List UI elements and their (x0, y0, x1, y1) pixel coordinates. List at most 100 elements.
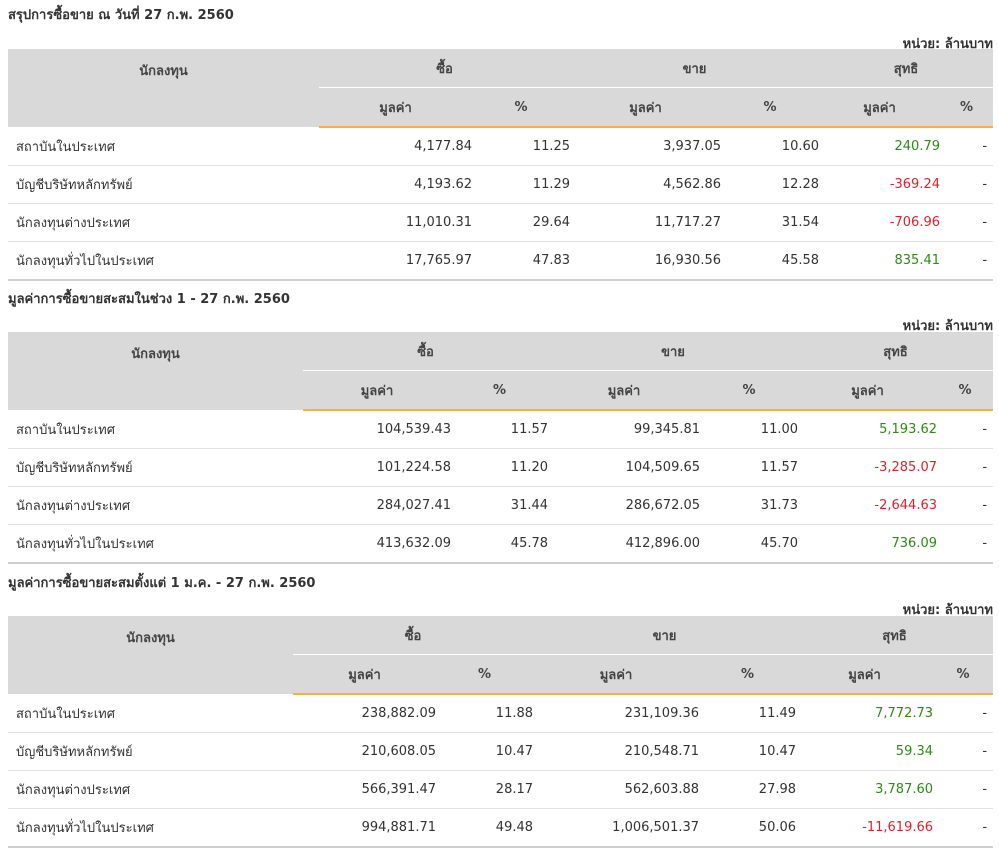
net-percent: - (940, 127, 994, 166)
net-percent: - (933, 770, 994, 809)
buy-value: 17,765.97 (319, 241, 472, 281)
net-header: สุทธิ (819, 49, 994, 88)
net-percent-header: % (933, 654, 994, 695)
sell-value: 99,345.81 (548, 410, 701, 449)
sell-value-header: มูลค่า (533, 654, 700, 695)
buy-percent: 11.20 (451, 448, 549, 487)
buy-value: 566,391.47 (293, 770, 436, 809)
table-row: บัญชีบริษัทหลักทรัพย์ 4,193.62 11.29 4,5… (8, 165, 994, 204)
table-row: บัญชีบริษัทหลักทรัพย์ 101,224.58 11.20 1… (8, 448, 994, 487)
unit-label: หน่วย: ล้านบาท (902, 37, 993, 52)
net-value: 5,193.62 (798, 410, 938, 449)
investor-name: นักลงทุนต่างประเทศ (8, 770, 293, 809)
net-value: -2,644.63 (798, 486, 938, 525)
sell-value: 231,109.36 (533, 694, 700, 733)
sell-percent: 27.98 (699, 770, 797, 809)
buy-percent-header: % (451, 370, 549, 411)
sell-percent: 31.54 (721, 203, 820, 242)
net-value: -3,285.07 (798, 448, 938, 487)
buy-percent-header: % (472, 87, 571, 128)
net-percent: - (940, 203, 994, 242)
investor-header: นักลงทุน (8, 616, 293, 694)
investor-header: นักลงทุน (8, 332, 303, 410)
buy-header: ซื้อ (293, 616, 534, 655)
buy-percent: 47.83 (472, 241, 571, 281)
net-percent: - (933, 732, 994, 771)
net-value: 736.09 (798, 524, 938, 564)
sell-value: 4,562.86 (570, 165, 722, 204)
section-title: มูลค่าการซื้อขายสะสมในช่วง 1 - 27 ก.พ. 2… (8, 292, 290, 307)
table-row: นักลงทุนทั่วไปในประเทศ 413,632.09 45.78 … (8, 524, 994, 564)
unit-label: หน่วย: ล้านบาท (902, 319, 993, 334)
net-value: 240.79 (819, 127, 941, 166)
buy-value: 238,882.09 (293, 694, 436, 733)
investor-name: บัญชีบริษัทหลักทรัพย์ (8, 732, 293, 771)
net-percent: - (933, 694, 994, 733)
table-row: สถาบันในประเทศ 4,177.84 11.25 3,937.05 1… (8, 127, 994, 166)
buy-percent: 10.47 (436, 732, 534, 771)
buy-percent: 45.78 (451, 524, 549, 564)
investor-name: บัญชีบริษัทหลักทรัพย์ (8, 165, 319, 204)
sell-header: ขาย (570, 49, 820, 88)
investor-name: นักลงทุนต่างประเทศ (8, 203, 319, 242)
net-value: 7,772.73 (796, 694, 934, 733)
sell-value: 16,930.56 (570, 241, 722, 281)
investor-name: นักลงทุนทั่วไปในประเทศ (8, 241, 319, 281)
investor-name: บัญชีบริษัทหลักทรัพย์ (8, 448, 303, 487)
investor-name: นักลงทุนทั่วไปในประเทศ (8, 524, 303, 564)
sell-percent: 10.47 (699, 732, 797, 771)
sell-percent: 12.28 (721, 165, 820, 204)
net-value: -11,619.66 (796, 808, 934, 848)
buy-value: 4,193.62 (319, 165, 472, 204)
sell-percent: 10.60 (721, 127, 820, 166)
sell-percent: 45.58 (721, 241, 820, 281)
net-percent: - (940, 165, 994, 204)
net-percent: - (937, 410, 994, 449)
sell-value: 210,548.71 (533, 732, 700, 771)
trading-table: นักลงทุน ซื้อ ขาย สุทธิ มูลค่า % มูลค่า … (8, 332, 994, 564)
sell-value: 104,509.65 (548, 448, 701, 487)
buy-percent-header: % (436, 654, 534, 695)
sell-value: 1,006,501.37 (533, 808, 700, 848)
table-row: สถาบันในประเทศ 104,539.43 11.57 99,345.8… (8, 410, 994, 449)
buy-value-header: มูลค่า (319, 87, 472, 128)
sell-percent: 11.00 (700, 410, 799, 449)
year-to-date-section: มูลค่าการซื้อขายสะสมตั้งแต่ 1 ม.ค. - 27 … (8, 568, 994, 848)
table-row: นักลงทุนต่างประเทศ 566,391.47 28.17 562,… (8, 770, 994, 809)
buy-value: 4,177.84 (319, 127, 472, 166)
net-percent: - (937, 524, 994, 564)
buy-value: 284,027.41 (303, 486, 451, 525)
table-row: นักลงทุนต่างประเทศ 11,010.31 29.64 11,71… (8, 203, 994, 242)
net-value-header: มูลค่า (796, 654, 934, 695)
table-row: นักลงทุนทั่วไปในประเทศ 994,881.71 49.48 … (8, 808, 994, 848)
net-value: -369.24 (819, 165, 941, 204)
sell-value: 562,603.88 (533, 770, 700, 809)
sell-percent: 11.49 (699, 694, 797, 733)
sell-value: 11,717.27 (570, 203, 722, 242)
net-header: สุทธิ (796, 616, 994, 655)
buy-percent: 49.48 (436, 808, 534, 848)
net-header: สุทธิ (798, 332, 994, 371)
buy-percent: 28.17 (436, 770, 534, 809)
buy-value-header: มูลค่า (303, 370, 451, 411)
section-title: มูลค่าการซื้อขายสะสมตั้งแต่ 1 ม.ค. - 27 … (8, 576, 316, 591)
net-value: 3,787.60 (796, 770, 934, 809)
table-row: สถาบันในประเทศ 238,882.09 11.88 231,109.… (8, 694, 994, 733)
sell-percent: 45.70 (700, 524, 799, 564)
net-percent: - (937, 448, 994, 487)
sell-percent-header: % (721, 87, 820, 128)
sell-header: ขาย (548, 332, 799, 371)
net-value: 59.34 (796, 732, 934, 771)
buy-value: 994,881.71 (293, 808, 436, 848)
sell-percent: 50.06 (699, 808, 797, 848)
net-percent-header: % (937, 370, 994, 411)
buy-percent: 11.88 (436, 694, 534, 733)
buy-percent: 11.25 (472, 127, 571, 166)
sell-value: 412,896.00 (548, 524, 701, 564)
investor-name: นักลงทุนต่างประเทศ (8, 486, 303, 525)
sell-value-header: มูลค่า (570, 87, 722, 128)
daily-summary-section: สรุปการซื้อขาย ณ วันที่ 27 ก.พ. 2560 หน่… (8, 0, 994, 281)
buy-percent: 29.64 (472, 203, 571, 242)
sell-percent: 31.73 (700, 486, 799, 525)
buy-value: 104,539.43 (303, 410, 451, 449)
